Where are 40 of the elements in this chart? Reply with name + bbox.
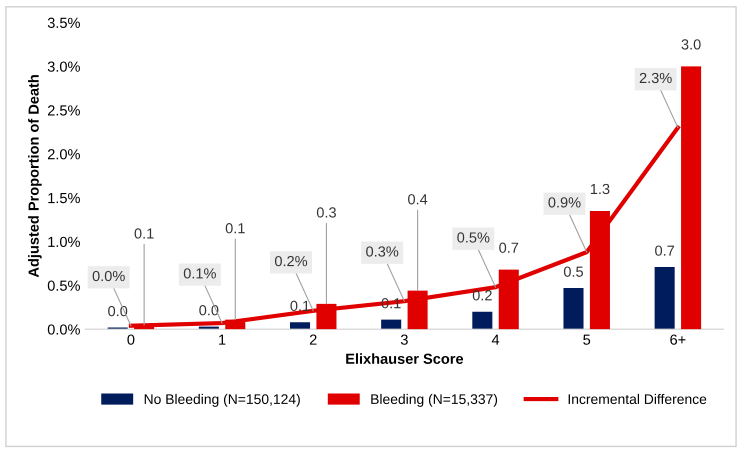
y-tick-label: 2.0% bbox=[48, 149, 80, 160]
x-tick-label: 3 bbox=[400, 334, 408, 345]
data-label: 0.2 bbox=[472, 290, 492, 300]
legend-label: Bleeding (N=15,337) bbox=[371, 394, 498, 407]
x-tick-label: 1 bbox=[219, 334, 226, 345]
y-tick-label: 0.5% bbox=[48, 280, 80, 291]
data-label: 3.0 bbox=[682, 39, 701, 50]
data-label: 0.1 bbox=[134, 228, 154, 239]
x-tick-label: 2 bbox=[310, 334, 317, 345]
data-label: 0.7 bbox=[655, 245, 674, 256]
data-label: 0.5 bbox=[564, 266, 584, 277]
legend-label: No Bleeding (N=150,124) bbox=[144, 394, 300, 407]
data-label: 0.3% bbox=[366, 246, 398, 257]
data-label: 2.3% bbox=[640, 72, 672, 84]
data-label: 0.2% bbox=[274, 256, 308, 266]
data-label: 1.3 bbox=[590, 184, 610, 194]
x-tick-label: 0 bbox=[127, 334, 134, 345]
y-tick-label: 2.5% bbox=[48, 105, 80, 116]
data-label: 0.1 bbox=[226, 223, 245, 234]
data-label: 0.1 bbox=[290, 300, 310, 312]
x-tick-label: 6+ bbox=[670, 334, 686, 345]
y-tick-label: 0.0% bbox=[48, 324, 80, 335]
y-tick-label: 1.5% bbox=[48, 192, 80, 204]
data-label: 0.3 bbox=[316, 207, 336, 218]
data-label: 0.0 bbox=[199, 305, 218, 316]
data-label: 0.5% bbox=[457, 232, 490, 243]
data-label: 0.0% bbox=[92, 270, 125, 282]
data-label: 0.9% bbox=[548, 197, 581, 208]
x-axis-title: Elixhauser Score bbox=[346, 353, 464, 364]
data-label: 0.0 bbox=[108, 306, 128, 316]
data-label: 0.7 bbox=[499, 242, 518, 253]
y-tick-label: 3.5% bbox=[48, 18, 80, 28]
y-axis-title: Adjusted Proportion of Death bbox=[28, 75, 42, 278]
y-tick-label: 1.0% bbox=[48, 236, 80, 248]
legend-label: Incremental Difference bbox=[568, 394, 706, 404]
y-tick-label: 3.0% bbox=[48, 61, 80, 72]
x-tick-label: 4 bbox=[492, 334, 500, 345]
data-label: 0.1% bbox=[184, 268, 216, 279]
data-label: 0.4 bbox=[408, 194, 428, 204]
x-tick-label: 5 bbox=[583, 334, 590, 345]
